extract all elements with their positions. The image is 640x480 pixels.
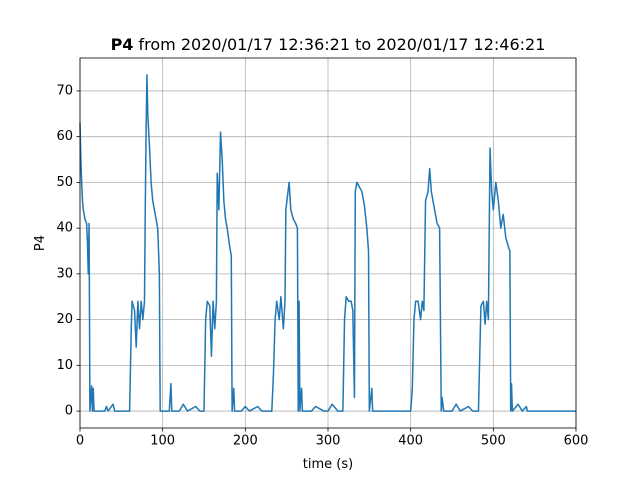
title-prefix: P4 [111,35,134,54]
y-tick-label: 20 [56,312,73,327]
x-tick-label: 0 [76,434,84,449]
x-tick-label: 100 [150,434,175,449]
y-tick-label: 0 [65,404,73,419]
plot-frame [79,57,577,429]
y-axis-label: P4 [33,235,48,251]
y-tick-label: 30 [56,266,73,281]
x-tick-label: 400 [398,434,423,449]
y-tick-label: 10 [56,358,73,373]
y-tick-label: 70 [56,83,73,98]
x-tick-label: 600 [564,434,589,449]
data-line [79,74,576,412]
x-tick-label: 500 [481,434,506,449]
y-tick-label: 50 [56,175,73,190]
title-text: from 2020/01/17 12:36:21 to 2020/01/17 1… [139,35,546,54]
x-axis-label: time (s) [303,457,353,472]
y-tick-label: 40 [56,221,73,236]
chart-title: P4 from 2020/01/17 12:36:21 to 2020/01/1… [111,35,546,54]
x-tick-label: 200 [233,434,258,449]
y-tick-label: 60 [56,129,73,144]
x-tick-label: 300 [316,434,341,449]
